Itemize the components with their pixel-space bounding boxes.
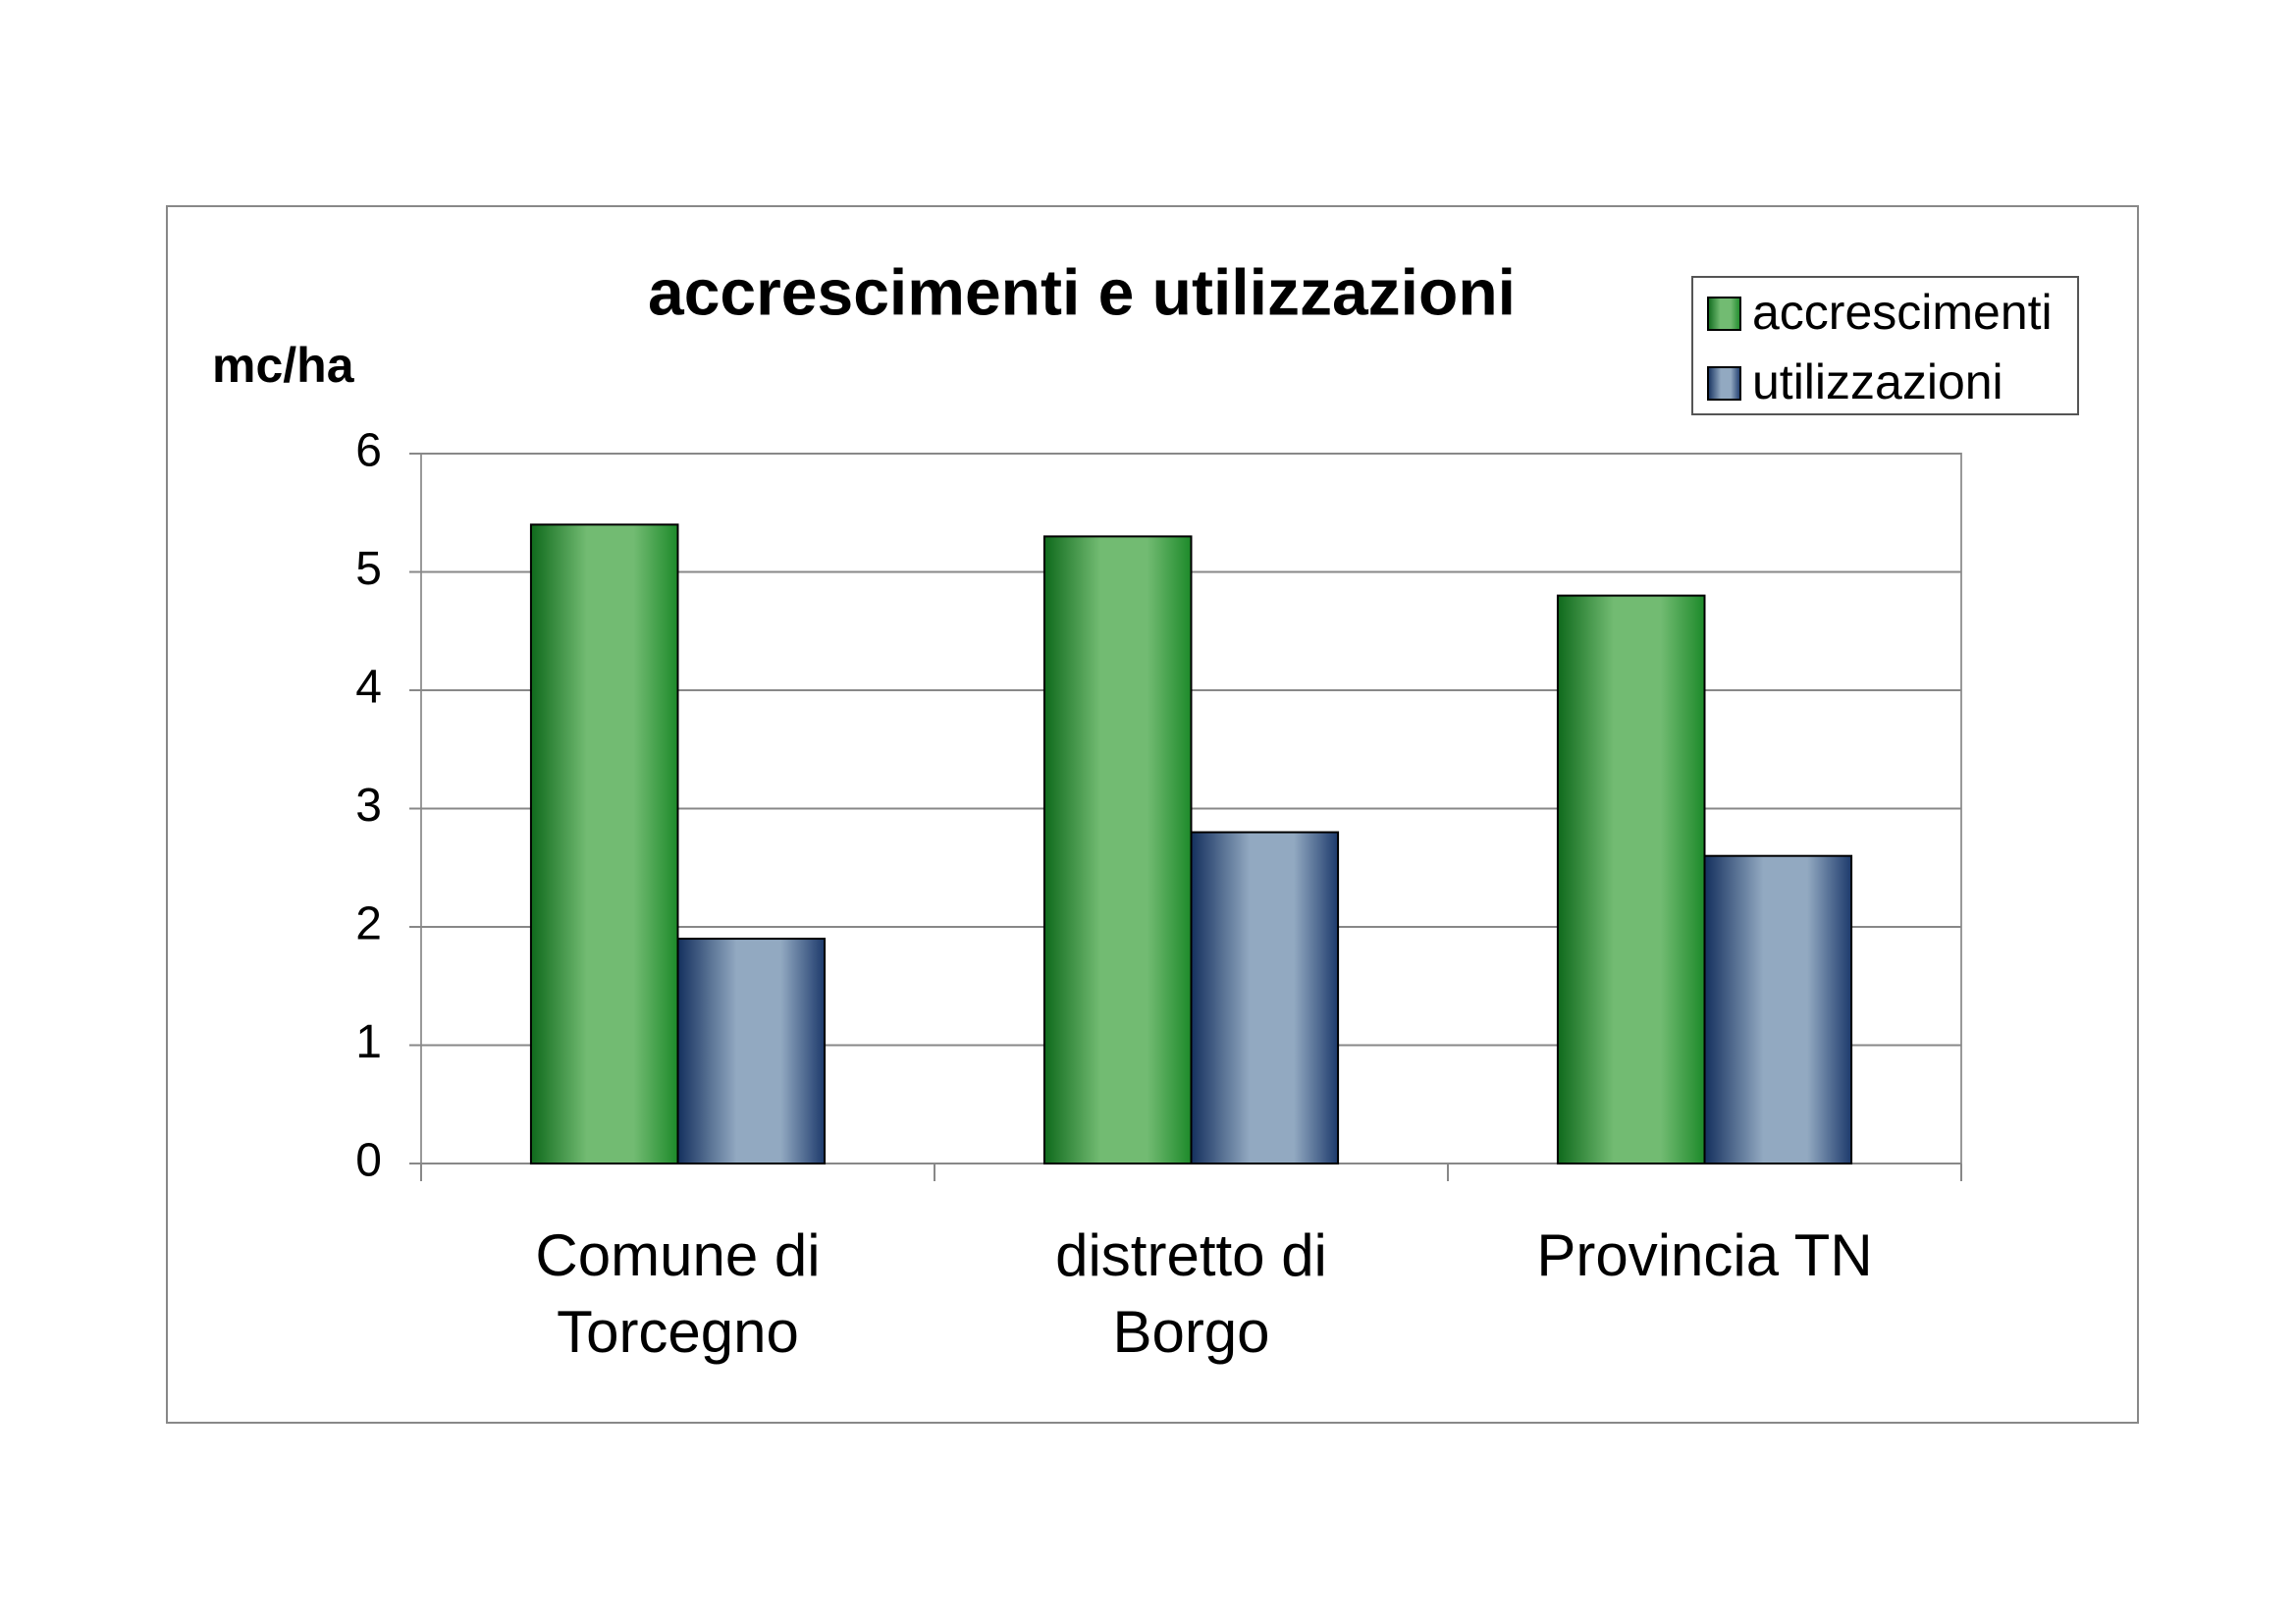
x-tick-label: Comune di Torcegno <box>535 1222 821 1365</box>
bar <box>676 938 827 1164</box>
bar <box>1556 594 1706 1164</box>
y-tick-label: 2 <box>355 898 382 950</box>
y-tick-label: 4 <box>355 662 382 714</box>
y-tick-label: 0 <box>355 1135 382 1187</box>
legend-label: utilizzazioni <box>1752 354 2003 409</box>
legend-label: accrescimenti <box>1752 285 2053 340</box>
bar <box>1703 854 1853 1164</box>
bar <box>529 523 679 1164</box>
y-tick-label: 3 <box>355 780 382 832</box>
chart-title: accrescimenti e utilizzazioni <box>648 255 1516 328</box>
x-tick-label: Provincia TN <box>1536 1222 1873 1288</box>
y-tick-label: 5 <box>355 543 382 595</box>
y-tick-label: 1 <box>355 1016 382 1068</box>
bar <box>1042 535 1193 1164</box>
y-tick-label: 6 <box>355 425 382 477</box>
legend-swatch <box>1707 297 1741 331</box>
bar <box>1190 831 1340 1164</box>
legend <box>1691 276 2079 415</box>
legend-swatch <box>1707 366 1741 401</box>
x-tick-label: distretto di Borgo <box>1055 1222 1327 1365</box>
y-axis-label: mc/ha <box>212 338 355 393</box>
